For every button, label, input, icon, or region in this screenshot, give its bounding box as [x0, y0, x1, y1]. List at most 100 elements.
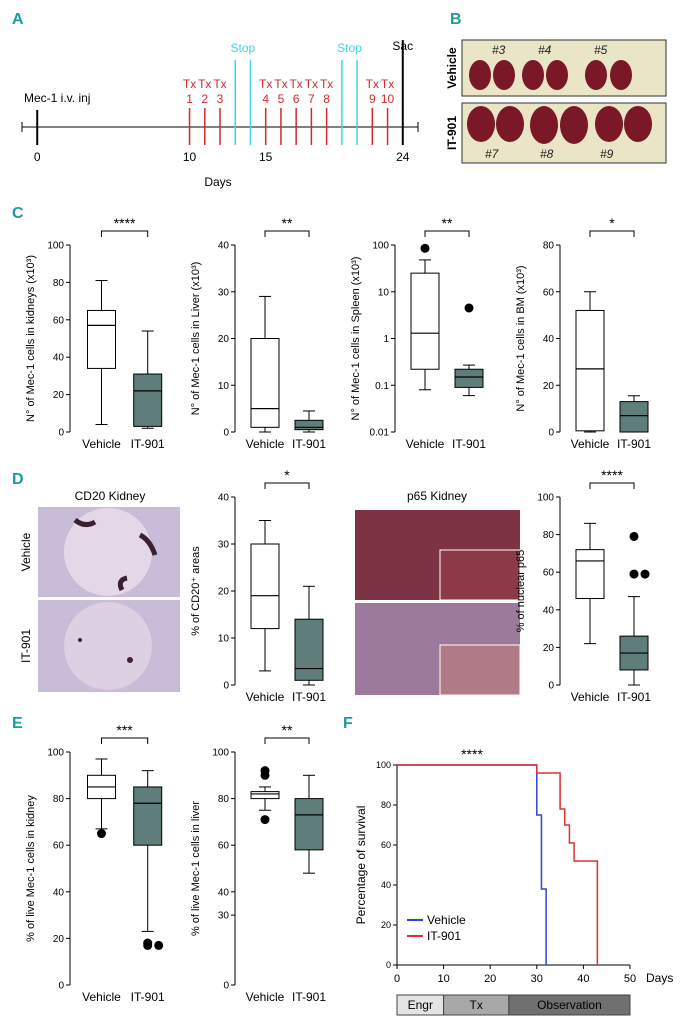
y-tick-label: 20	[53, 934, 65, 945]
significance: ****	[114, 215, 136, 231]
outlier	[154, 940, 164, 950]
box	[454, 368, 484, 388]
y-tick-label: 0	[548, 681, 554, 692]
y-tick-label: 0	[548, 428, 554, 439]
row-label: Vehicle	[445, 47, 459, 89]
y-tick-label: 0	[223, 981, 229, 992]
box	[133, 786, 163, 846]
y-tick-label: 40	[53, 353, 65, 364]
treatment-label: Tx	[289, 77, 302, 91]
significance-bracket	[101, 737, 149, 744]
significance: **	[282, 722, 293, 738]
y-tick-label: 100	[47, 748, 64, 759]
x-tick-label: Vehicle	[246, 690, 285, 704]
x-tick-label: IT-901	[131, 437, 165, 451]
row-label: IT-901	[19, 629, 33, 663]
sample-id: #5	[594, 43, 608, 57]
y-axis-label: % of live Mec-1 cells in kidney	[25, 795, 37, 942]
photo-title: p65 Kidney	[407, 489, 467, 503]
y-tick-label: 40	[543, 605, 555, 616]
x-tick-label: 0	[394, 973, 400, 985]
box	[294, 618, 324, 681]
significance-bracket	[101, 230, 149, 237]
y-tick-label: 20	[543, 643, 555, 654]
x-tick-label: Vehicle	[246, 437, 285, 451]
x-tick-label: IT-901	[292, 990, 326, 1004]
x-tick-label: Vehicle	[406, 437, 445, 451]
photo-title: CD20 Kidney	[75, 489, 146, 503]
treatment-label: Tx	[213, 77, 226, 91]
significance-bracket	[264, 482, 310, 489]
y-axis-label: Percentage of survival	[354, 806, 368, 925]
x-tick-label: IT-901	[617, 437, 651, 451]
box	[250, 338, 280, 428]
significance: ****	[461, 746, 483, 762]
significance-bracket	[264, 230, 310, 237]
outlier	[260, 815, 270, 825]
y-axis-label: N° of Mec-1 cells in Spleen (x10³)	[350, 257, 362, 421]
outlier	[629, 531, 639, 541]
y-tick-label: 40	[381, 880, 391, 890]
y-tick-label: 40	[543, 334, 555, 345]
row-label: Vehicle	[19, 532, 33, 571]
significance: ***	[116, 722, 133, 738]
y-tick-label: 60	[381, 840, 391, 850]
outlier	[629, 569, 639, 579]
x-tick-label: 30	[531, 973, 543, 985]
y-tick-label: 20	[381, 920, 391, 930]
y-tick-label: 0.1	[375, 381, 389, 392]
y-tick-label: 30	[218, 911, 230, 922]
box	[294, 419, 324, 431]
outlier	[260, 770, 270, 780]
phase-label: Engr	[408, 998, 433, 1012]
y-tick-label: 10	[218, 381, 230, 392]
significance: ****	[601, 467, 623, 483]
y-tick-label: 100	[47, 241, 64, 252]
x-tick-label: IT-901	[131, 990, 165, 1004]
sacrifice-label: Sac	[392, 39, 413, 53]
stop-label: Stop	[337, 41, 362, 55]
significance: *	[609, 215, 615, 231]
y-tick-label: 80	[218, 794, 230, 805]
y-tick-label: 30	[218, 540, 230, 551]
significance-bracket	[264, 737, 310, 744]
phase-bar	[508, 994, 631, 1016]
x-tick-label: IT-901	[617, 690, 651, 704]
box	[619, 401, 649, 433]
histology-p65: p65 Kidney	[355, 489, 521, 696]
significance: *	[284, 467, 290, 483]
y-tick-label: 20	[218, 334, 230, 345]
treatment-number: 10	[381, 92, 395, 106]
treatment-number: 1	[186, 92, 193, 106]
y-tick-label: 60	[53, 841, 65, 852]
outlier	[143, 940, 153, 950]
y-axis-label: % of CD20⁺ areas	[190, 546, 202, 636]
histology-cd20: CD20 Kidney Vehicle IT-901	[19, 489, 180, 692]
y-tick-label: 80	[543, 530, 555, 541]
y-tick-label: 60	[53, 315, 65, 326]
panel-label: E	[12, 715, 23, 732]
significance-bracket	[424, 230, 470, 237]
treatment-label: Tx	[183, 77, 196, 91]
outlier	[640, 569, 650, 579]
treatment-label: Tx	[381, 77, 394, 91]
y-tick-label: 20	[543, 381, 555, 392]
x-tick-label: 10	[437, 973, 449, 985]
x-tick-label: 15	[259, 150, 273, 164]
x-tick-label: 20	[484, 973, 496, 985]
y-tick-label: 20	[53, 390, 65, 401]
sample-id: #7	[485, 147, 500, 161]
survival-line	[397, 764, 599, 965]
treatment-label: Tx	[274, 77, 287, 91]
y-axis-label: N° of Mec-1 cells in kidneys (x10³)	[25, 255, 37, 422]
treatment-number: 9	[369, 92, 376, 106]
treatment-number: 5	[278, 92, 285, 106]
y-tick-label: 80	[543, 241, 555, 252]
y-tick-label: 20	[218, 587, 230, 598]
y-tick-label: 60	[543, 568, 555, 579]
phase-label: Tx	[470, 998, 483, 1012]
y-axis-label: N° of Mec-1 cells in Liver (x10³)	[190, 262, 202, 416]
panel-label: B	[450, 11, 462, 28]
y-tick-label: 1	[383, 334, 389, 345]
treatment-number: 2	[201, 92, 208, 106]
